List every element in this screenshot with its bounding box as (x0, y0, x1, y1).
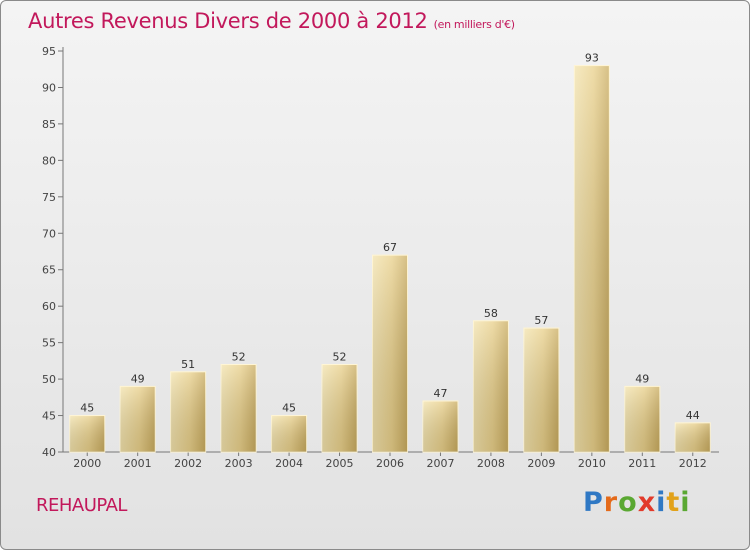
y-tick-label: 70 (42, 227, 56, 240)
brand-letter: i (680, 487, 691, 518)
x-tick-label: 2009 (527, 457, 555, 470)
x-tick-label: 2004 (275, 457, 303, 470)
x-tick-label: 2010 (578, 457, 606, 470)
y-tick-label: 40 (42, 446, 56, 459)
bar-shade (221, 364, 257, 452)
brand-letter: o (618, 487, 638, 518)
y-tick-label: 65 (42, 264, 56, 277)
data-label: 47 (433, 387, 447, 400)
data-label: 49 (635, 372, 649, 385)
x-tick-label: 2002 (174, 457, 202, 470)
data-label: 51 (181, 358, 195, 371)
bar-shade (322, 364, 358, 452)
data-label: 52 (232, 351, 246, 364)
y-tick-label: 60 (42, 300, 56, 313)
data-label: 52 (333, 351, 347, 364)
chart-title: Autres Revenus Divers de 2000 à 2012 (en … (28, 9, 515, 33)
data-label: 58 (484, 307, 498, 320)
y-tick-label: 55 (42, 337, 56, 350)
y-tick-label: 50 (42, 373, 56, 386)
x-tick-label: 2012 (679, 457, 707, 470)
x-tick-label: 2011 (628, 457, 656, 470)
y-tick-label: 80 (42, 154, 56, 167)
data-label: 49 (131, 372, 145, 385)
y-tick-label: 90 (42, 81, 56, 94)
bar-shade (372, 255, 408, 452)
brand-logo: Proxiti (583, 487, 691, 518)
data-label: 45 (282, 402, 296, 415)
brand-letter: i (656, 487, 667, 518)
brand-letter: P (583, 487, 604, 518)
brand-letter: x (637, 487, 657, 518)
axes: 40 45 50 55 60 65 70 75 80 85 90 95 (42, 45, 719, 459)
x-tick-label: 2008 (477, 457, 505, 470)
y-tick-label: 85 (42, 118, 56, 131)
x-tick-label: 2005 (326, 457, 354, 470)
bar-shade (624, 386, 660, 452)
brand-letter: r (603, 487, 619, 518)
place-name: REHAUPAL (36, 495, 127, 516)
bar-shade (473, 320, 509, 452)
chart-subtitle: (en milliers d'€) (433, 18, 515, 31)
x-tick-label: 2000 (73, 457, 101, 470)
x-tick-label: 2003 (225, 457, 253, 470)
data-label: 67 (383, 241, 397, 254)
y-tick-label: 95 (42, 45, 56, 58)
y-tick-label: 75 (42, 191, 56, 204)
data-label: 57 (534, 314, 548, 327)
chart-title-text: Autres Revenus Divers de 2000 à 2012 (28, 9, 428, 33)
y-tick-label: 45 (42, 410, 56, 423)
bar-shade (170, 371, 206, 452)
x-tick-label: 2007 (426, 457, 454, 470)
bar-shade (69, 415, 105, 452)
labels: 45 2000 49 2001 51 2002 52 2003 45 2004 52 2005 67 20… (73, 52, 707, 470)
data-label: 45 (80, 402, 94, 415)
data-label: 44 (686, 409, 700, 422)
bar-shade (574, 65, 610, 452)
bar-shade (271, 415, 307, 452)
bar-shade (120, 386, 156, 452)
x-tick-label: 2006 (376, 457, 404, 470)
bar-shade (422, 400, 458, 452)
data-label: 93 (585, 52, 599, 65)
bars (69, 65, 711, 453)
bar-shade (523, 328, 559, 452)
brand-letter: t (666, 487, 681, 518)
x-tick-label: 2001 (124, 457, 152, 470)
bar-shade (675, 422, 711, 452)
